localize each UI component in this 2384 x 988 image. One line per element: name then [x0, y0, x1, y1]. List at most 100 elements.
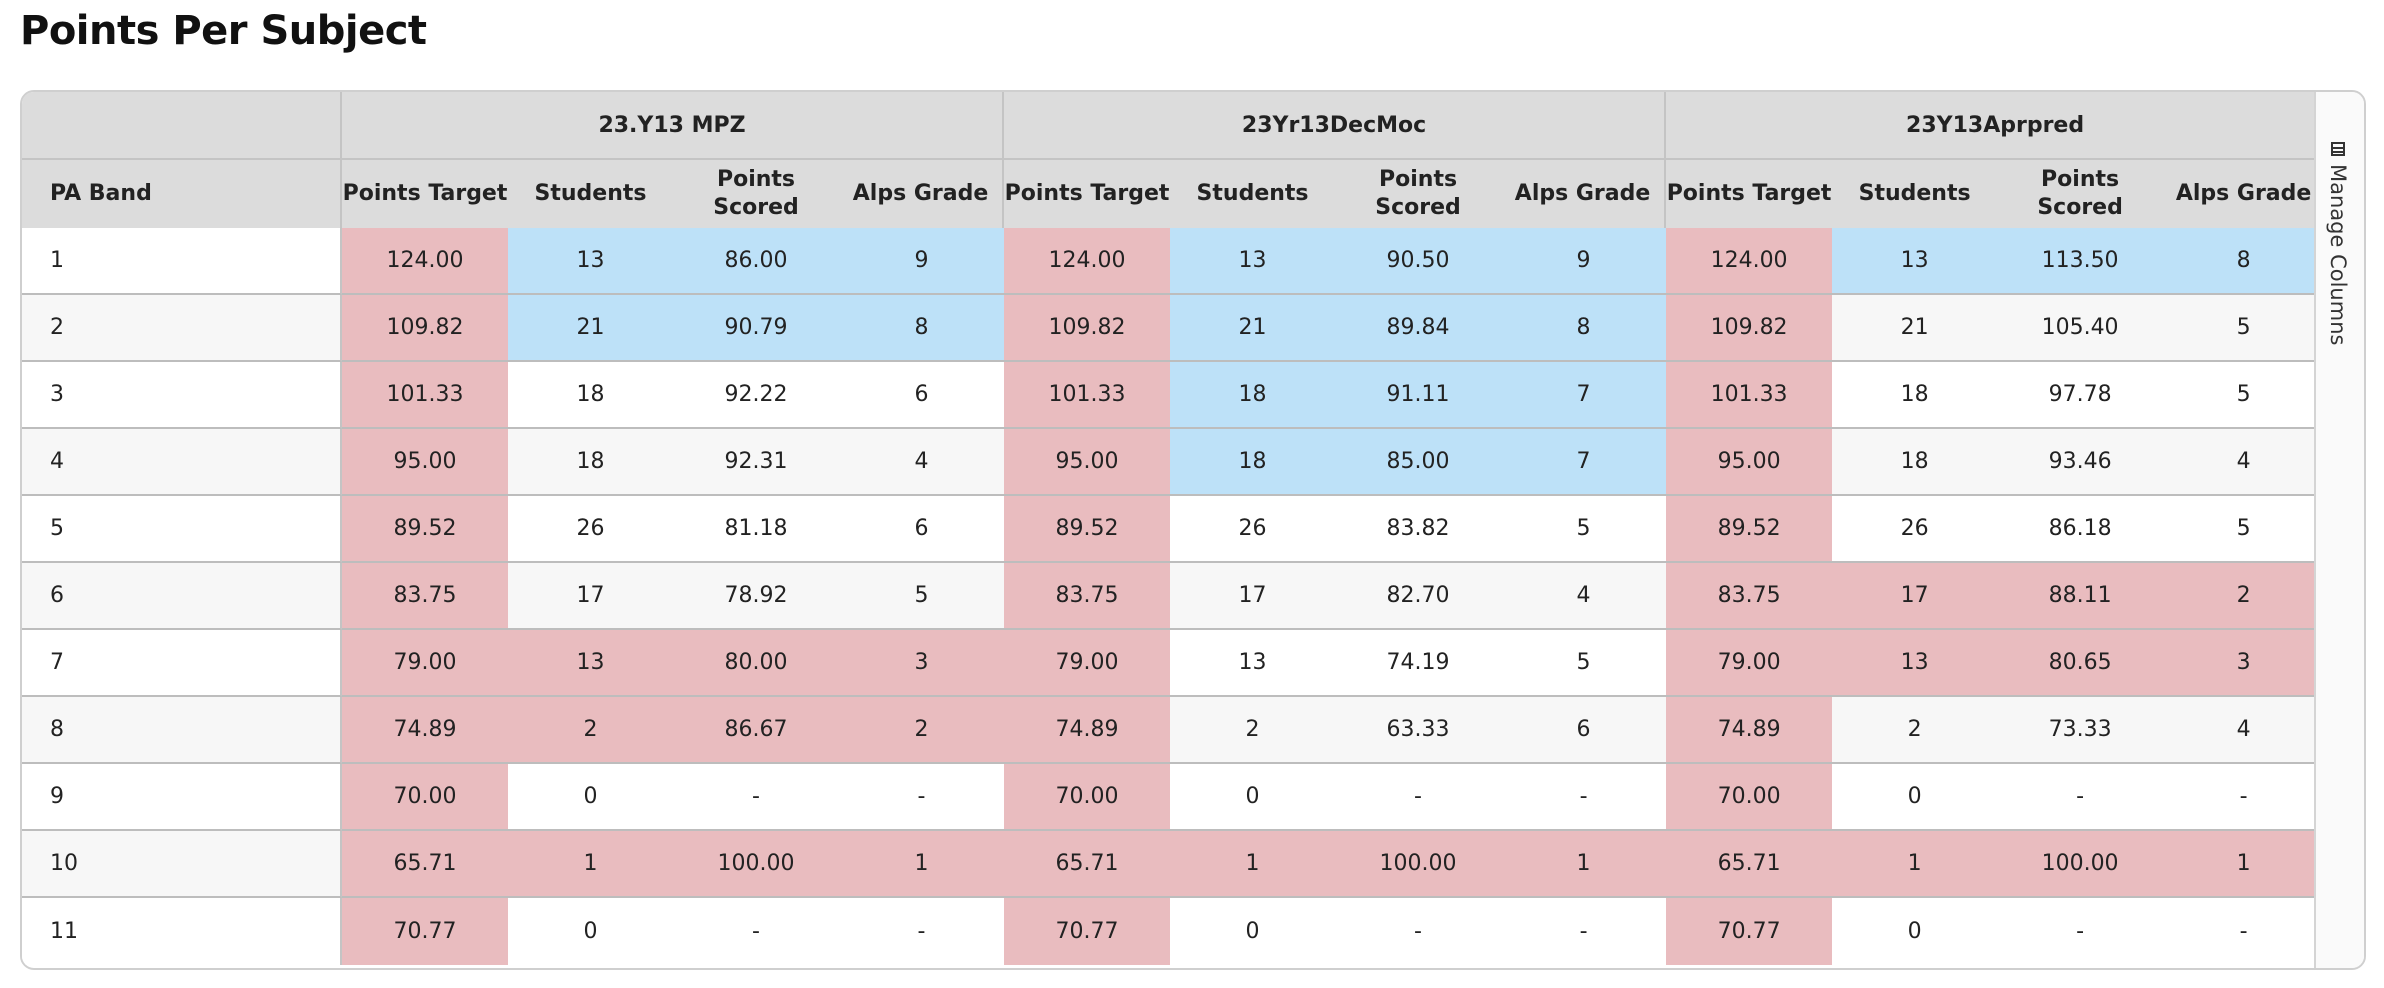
- column-header-students[interactable]: Students: [508, 160, 673, 228]
- column-header-points-scored[interactable]: Points Scored: [673, 160, 839, 228]
- column-header-students[interactable]: Students: [1170, 160, 1336, 228]
- data-cell: 70.77: [1666, 898, 1833, 965]
- data-cell: -: [1997, 764, 2164, 831]
- data-cell: 5: [839, 563, 1005, 630]
- pa-band-cell: 10: [22, 831, 342, 898]
- data-cell: 18: [508, 429, 673, 496]
- data-cell: 124.00: [1004, 228, 1171, 295]
- data-cell: 9: [839, 228, 1005, 295]
- pa-band-cell: 6: [22, 563, 342, 630]
- data-cell: -: [1997, 898, 2164, 965]
- data-cell: -: [2163, 898, 2325, 965]
- data-cell: 7: [1501, 429, 1667, 496]
- table-row[interactable]: 7 79.00 13 80.00 3 79.00 13 74.19 5 79.00 13 80.65 3: [22, 630, 2325, 697]
- data-cell: 74.89: [342, 697, 508, 764]
- data-cell: 109.82: [1666, 295, 1833, 362]
- group-header-row: 23.Y13 MPZ 23Yr13DecMoc 23Y13Aprpred: [22, 92, 2325, 160]
- data-cell: 92.31: [673, 429, 839, 496]
- data-cell: -: [1335, 764, 1502, 831]
- data-cell: 3: [2163, 630, 2325, 697]
- column-header-alps-grade[interactable]: Alps Grade: [839, 160, 1005, 228]
- data-cell: 101.33: [1004, 362, 1171, 429]
- data-cell: 100.00: [1335, 831, 1502, 898]
- data-cell: 79.00: [1666, 630, 1833, 697]
- table-row[interactable]: 2 109.82 21 90.79 8 109.82 21 89.84 8 109.82 21 105…: [22, 295, 2325, 362]
- data-cell: 17: [1832, 563, 1998, 630]
- data-cell: 1: [1170, 831, 1336, 898]
- data-cell: 13: [1832, 630, 1998, 697]
- column-header-alps-grade[interactable]: Alps Grade: [1501, 160, 1667, 228]
- data-cell: 17: [508, 563, 673, 630]
- data-cell: 91.11: [1335, 362, 1502, 429]
- data-cell: 65.71: [1666, 831, 1833, 898]
- pa-band-cell: 11: [22, 898, 342, 965]
- data-cell: -: [2163, 764, 2325, 831]
- data-cell: 95.00: [342, 429, 508, 496]
- data-cell: 2: [508, 697, 673, 764]
- data-cell: 95.00: [1666, 429, 1833, 496]
- column-header-points-target[interactable]: Points Target: [342, 160, 508, 228]
- data-cell: 21: [508, 295, 673, 362]
- data-cell: 1: [2163, 831, 2325, 898]
- side-panel: Manage Columns: [2314, 92, 2364, 968]
- data-cell: 18: [1170, 429, 1336, 496]
- data-cell: 18: [1170, 362, 1336, 429]
- data-cell: -: [839, 898, 1005, 965]
- data-cell: 70.00: [1004, 764, 1171, 831]
- data-cell: 86.18: [1997, 496, 2164, 563]
- data-cell: 6: [839, 362, 1005, 429]
- data-cell: 18: [1832, 362, 1998, 429]
- data-cell: 79.00: [1004, 630, 1171, 697]
- data-cell: 4: [1501, 563, 1667, 630]
- data-cell: 4: [2163, 697, 2325, 764]
- data-cell: 89.84: [1335, 295, 1502, 362]
- data-cell: 109.82: [342, 295, 508, 362]
- table-row[interactable]: 9 70.00 0- -70.00 0- -70.00 0- -: [22, 764, 2325, 831]
- group-header[interactable]: 23Y13Aprpred: [1666, 92, 2325, 160]
- data-cell: 21: [1170, 295, 1336, 362]
- column-header-points-scored[interactable]: Points Scored: [1335, 160, 1502, 228]
- group-header[interactable]: 23.Y13 MPZ: [342, 92, 1005, 160]
- pa-band-cell: 5: [22, 496, 342, 563]
- column-header-students[interactable]: Students: [1832, 160, 1998, 228]
- data-cell: 81.18: [673, 496, 839, 563]
- data-cell: 13: [1170, 228, 1336, 295]
- manage-columns-label: Manage Columns: [2326, 164, 2350, 346]
- data-cell: 83.75: [1004, 563, 1171, 630]
- data-cell: 78.92: [673, 563, 839, 630]
- table-row[interactable]: 4 95.00 18 92.31 4 95.00 18 85.00 7 95.00 18 93.46 4: [22, 429, 2325, 496]
- column-header-points-target[interactable]: Points Target: [1004, 160, 1171, 228]
- data-cell: 5: [1501, 496, 1667, 563]
- pa-band-cell: 9: [22, 764, 342, 831]
- data-cell: 83.82: [1335, 496, 1502, 563]
- data-cell: -: [1335, 898, 1502, 965]
- table-row[interactable]: 5 89.52 26 81.18 6 89.52 26 83.82 5 89.52 26 86.18 5: [22, 496, 2325, 563]
- column-header-points-scored[interactable]: Points Scored: [1997, 160, 2164, 228]
- table-row[interactable]: 8 74.89 2 86.67 2 74.89 2 63.33 6 74.89 2 73.33 4: [22, 697, 2325, 764]
- data-cell: 8: [839, 295, 1005, 362]
- data-cell: 6: [1501, 697, 1667, 764]
- column-header-points-target[interactable]: Points Target: [1666, 160, 1833, 228]
- data-cell: 124.00: [1666, 228, 1833, 295]
- data-cell: 70.00: [1666, 764, 1833, 831]
- table-row[interactable]: 1 124.00 13 86.00 9 124.00 13 90.50 9 124.00 13 113…: [22, 228, 2325, 295]
- table-row[interactable]: 11 70.77 0- -70.77 0- -70.77 0- -: [22, 898, 2325, 965]
- data-cell: -: [673, 764, 839, 831]
- column-header-alps-grade[interactable]: Alps Grade: [2163, 160, 2325, 228]
- data-cell: 0: [1832, 898, 1998, 965]
- table-row[interactable]: 3 101.33 18 92.22 6 101.33 18 91.11 7 101.33 18 97.…: [22, 362, 2325, 429]
- group-header[interactable]: 23Yr13DecMoc: [1004, 92, 1667, 160]
- column-header-pa-band[interactable]: PA Band: [22, 160, 342, 228]
- data-cell: 63.33: [1335, 697, 1502, 764]
- data-cell: -: [1501, 898, 1667, 965]
- data-cell: 4: [2163, 429, 2325, 496]
- pa-band-cell: 4: [22, 429, 342, 496]
- data-cell: 9: [1501, 228, 1667, 295]
- table-row[interactable]: 6 83.75 17 78.92 5 83.75 17 82.70 4 83.75 17 88.11 2: [22, 563, 2325, 630]
- data-cell: 85.00: [1335, 429, 1502, 496]
- data-cell: 89.52: [1666, 496, 1833, 563]
- manage-columns-button[interactable]: Manage Columns: [2316, 142, 2364, 362]
- data-cell: 70.77: [1004, 898, 1171, 965]
- data-cell: 70.77: [342, 898, 508, 965]
- table-row[interactable]: 10 65.71 1 100.00 1 65.71 1 100.00 1 65.71 1 100.00…: [22, 831, 2325, 898]
